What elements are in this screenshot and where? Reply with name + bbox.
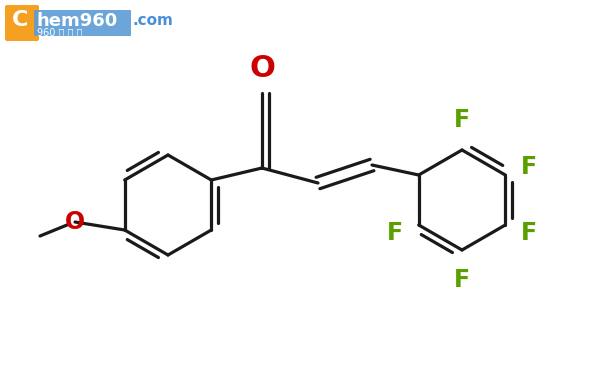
Text: F: F — [522, 221, 537, 245]
Text: F: F — [387, 221, 403, 245]
Text: hem960: hem960 — [37, 12, 118, 30]
Text: F: F — [454, 108, 470, 132]
FancyBboxPatch shape — [34, 10, 131, 36]
Text: F: F — [522, 155, 537, 179]
Text: F: F — [454, 268, 470, 292]
Text: O: O — [65, 210, 85, 234]
Text: 960 化 工 网: 960 化 工 网 — [37, 27, 82, 37]
Text: C: C — [12, 10, 28, 30]
Text: .com: .com — [133, 13, 174, 28]
Text: O: O — [249, 54, 275, 83]
FancyBboxPatch shape — [5, 5, 39, 41]
